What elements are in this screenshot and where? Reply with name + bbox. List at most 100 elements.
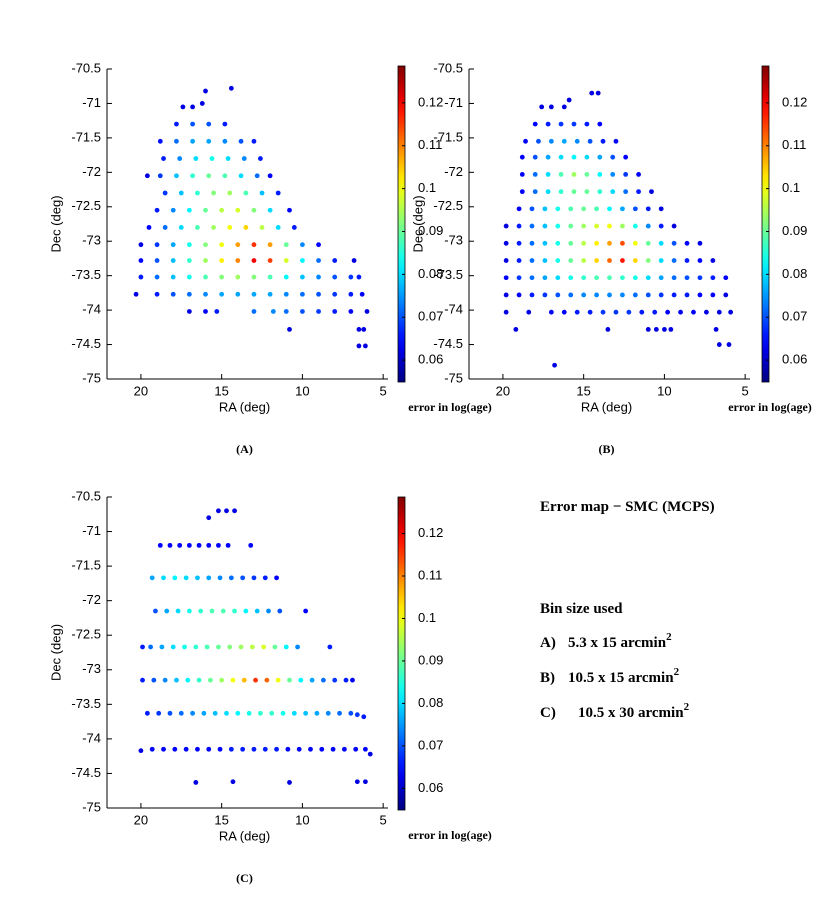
data-point (251, 138, 257, 144)
data-point (594, 275, 599, 281)
data-point (230, 779, 236, 785)
data-point (174, 173, 179, 179)
data-point (161, 575, 166, 581)
bin-item: B) 10.5 x 15 arcmin2 (540, 666, 680, 686)
data-point (726, 342, 732, 347)
data-point (259, 190, 265, 196)
data-point (568, 292, 574, 298)
data-point (597, 154, 603, 160)
data-point (177, 542, 183, 548)
data-point (162, 190, 168, 196)
data-point (183, 746, 189, 752)
data-point (548, 309, 554, 315)
data-point (201, 710, 207, 716)
data-point (287, 780, 292, 785)
data-point (532, 172, 538, 177)
data-point (203, 309, 208, 314)
data-point (645, 258, 651, 263)
data-point (561, 309, 567, 315)
data-point (658, 292, 664, 298)
data-point (613, 309, 619, 315)
data-point (581, 240, 587, 246)
data-point (529, 292, 535, 298)
data-point (232, 508, 237, 514)
colorbar-tick-label: 0.12 (782, 94, 807, 109)
data-point (503, 240, 509, 246)
data-point (607, 206, 612, 212)
data-point (607, 292, 612, 298)
data-point (723, 275, 729, 281)
x-tick-label: 5 (380, 383, 387, 398)
data-point (186, 242, 192, 248)
data-point (174, 138, 179, 144)
data-point (195, 225, 200, 230)
data-point (219, 207, 225, 213)
data-point (235, 710, 241, 716)
y-axis-label: Dec (deg) (410, 195, 425, 252)
data-point (266, 608, 271, 614)
data-point (613, 138, 619, 144)
data-point (516, 292, 522, 298)
data-point (216, 542, 221, 548)
y-tick-label: -75 (82, 799, 101, 814)
data-point (645, 223, 651, 229)
colorbar-tick-label: 0.1 (782, 180, 800, 195)
data-point (203, 274, 208, 280)
data-point (568, 206, 574, 212)
data-point (645, 206, 651, 212)
data-point (174, 677, 179, 683)
data-point (186, 258, 192, 263)
data-point (581, 206, 587, 212)
y-tick-label: -74.5 (433, 336, 463, 351)
y-tick-label: -74.5 (71, 765, 101, 780)
x-axis-label: RA (deg) (581, 399, 632, 414)
data-point (296, 746, 302, 752)
data-point (710, 275, 716, 281)
data-point (343, 677, 349, 683)
data-point (241, 156, 247, 161)
data-point (658, 206, 664, 212)
data-point (161, 746, 166, 752)
data-point (671, 240, 677, 246)
data-point (589, 90, 595, 96)
data-point (574, 138, 580, 144)
y-tick-label: -74 (82, 730, 101, 745)
data-point (228, 85, 234, 91)
data-point (138, 258, 144, 263)
bin-size: 10.5 x 15 arcmin (568, 670, 674, 686)
data-point (157, 542, 163, 548)
bin-label: A) (540, 635, 556, 651)
data-point (645, 292, 651, 298)
data-point (203, 242, 208, 248)
data-point (545, 121, 551, 127)
data-point (607, 240, 612, 246)
data-point (186, 291, 192, 297)
data-point (716, 309, 722, 315)
data-point (261, 644, 267, 650)
data-point (503, 309, 509, 315)
colorbar-tick-label: 0.07 (782, 309, 807, 324)
data-point (620, 258, 625, 263)
data-point (348, 291, 354, 297)
data-point (249, 644, 255, 650)
data-point (206, 515, 212, 521)
data-point (203, 258, 208, 263)
data-point (600, 138, 606, 144)
data-point (607, 258, 612, 263)
data-point (332, 258, 338, 263)
x-axis-label: RA (deg) (219, 828, 270, 843)
data-point (571, 121, 577, 127)
data-point (246, 710, 252, 716)
data-point (555, 206, 561, 212)
data-point (196, 677, 202, 683)
y-tick-label: -75 (444, 370, 463, 385)
data-point (216, 508, 221, 514)
data-point (253, 677, 258, 683)
data-point (251, 242, 257, 248)
data-point (151, 677, 157, 683)
data-point (258, 710, 263, 716)
data-point (623, 172, 629, 177)
data-point (144, 710, 150, 716)
y-tick-label: -74 (444, 302, 463, 317)
data-point (206, 575, 212, 581)
